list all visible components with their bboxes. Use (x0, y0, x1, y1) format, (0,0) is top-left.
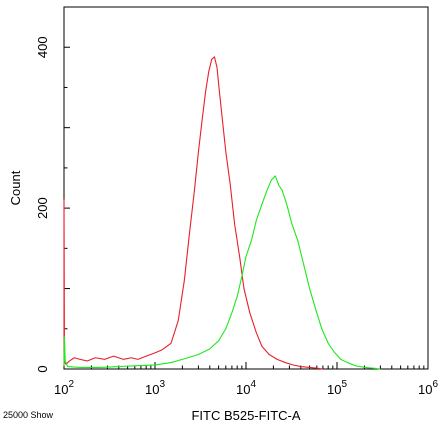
y-tick-label: 200 (35, 197, 50, 219)
y-axis-label: Count (8, 170, 23, 205)
x-tick-label: 104 (236, 379, 256, 397)
plot-frame (63, 6, 429, 370)
y-tick-label: 400 (35, 36, 50, 58)
footnote: 25000 Show (3, 410, 54, 420)
x-tick-label: 105 (327, 379, 347, 397)
x-axis-label: FITC B525-FITC-A (191, 408, 300, 423)
x-tick-label: 106 (418, 379, 438, 397)
x-tick-label: 102 (54, 379, 74, 397)
x-axis-ticks: 102 103 104 105 106 (54, 362, 438, 397)
x-tick-label: 103 (145, 379, 165, 397)
y-axis-ticks: 0 200 400 (35, 6, 70, 373)
series-line-1 (63, 56, 323, 370)
series-layer (63, 56, 381, 370)
y-tick-label: 0 (35, 365, 50, 372)
series-line-2 (63, 175, 381, 370)
